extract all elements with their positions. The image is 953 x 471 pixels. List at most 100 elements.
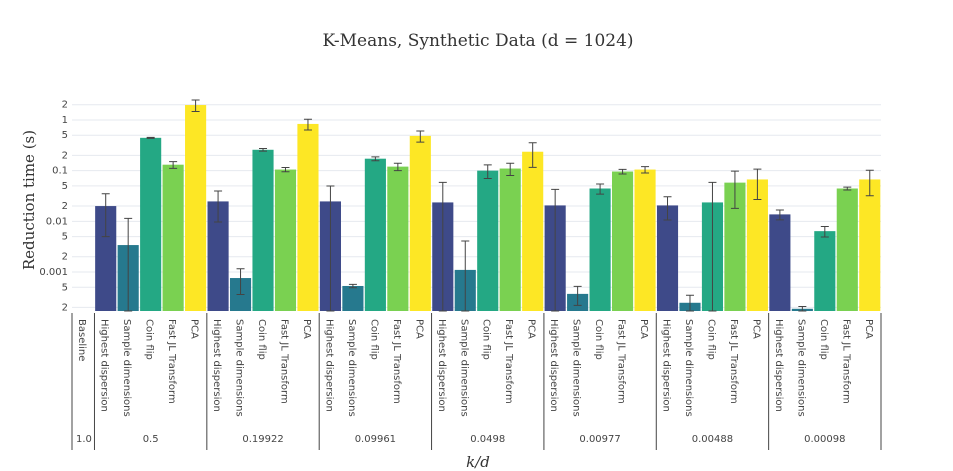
error-bar <box>685 294 694 312</box>
bar <box>364 158 386 311</box>
x-tick-label: Coin flip <box>705 319 716 360</box>
y-tick-label: 5 <box>62 282 68 293</box>
x-tick-label: Highest dispersion <box>548 319 559 412</box>
error-bar <box>393 162 402 172</box>
bar <box>297 123 319 311</box>
error-bar <box>865 169 874 197</box>
x-tick-label: Highest dispersion <box>773 319 784 412</box>
x-tick-label: Highest dispersion <box>436 319 447 412</box>
x-tick-label: Highest dispersion <box>99 319 110 412</box>
x-tick-label: PCA <box>413 319 424 339</box>
error-bar <box>573 285 582 306</box>
x-tick-label: Baseline <box>76 319 87 361</box>
y-tick-label: 0.001 <box>39 267 68 278</box>
error-bar <box>618 168 627 175</box>
x-axis-title: k/d <box>466 453 490 471</box>
x-tick-label: Fast JL Transform <box>166 319 177 404</box>
error-bar <box>798 306 807 312</box>
group-label: 1.0 <box>76 434 92 445</box>
bar <box>185 105 207 311</box>
bar <box>746 179 768 311</box>
error-bar <box>663 196 672 221</box>
x-tick-label: Coin flip <box>818 319 829 360</box>
bar <box>95 206 117 311</box>
x-tick-label: Highest dispersion <box>323 319 334 412</box>
bar <box>836 188 858 311</box>
error-bar <box>843 186 852 191</box>
error-bar <box>348 283 357 289</box>
error-bar <box>461 240 470 312</box>
y-tick-label: 5 <box>62 181 68 192</box>
y-tick-label: 1 <box>62 115 68 126</box>
error-bar <box>371 156 380 162</box>
group-label: 0.09961 <box>355 434 396 445</box>
x-tick-label: Fast JL Transform <box>616 319 627 404</box>
bar <box>612 171 634 311</box>
y-tick-label: 2 <box>62 252 68 263</box>
x-tick-label: Coin flip <box>593 319 604 360</box>
error-bar <box>438 181 447 312</box>
x-tick-label: Fast JL Transform <box>278 319 289 404</box>
x-tick-label: Highest dispersion <box>661 319 672 412</box>
chart-title: K-Means, Synthetic Data (d = 1024) <box>322 31 633 51</box>
bar <box>656 205 679 311</box>
error-bar <box>730 170 739 209</box>
bar <box>522 151 544 311</box>
y-tick-label: 0.1 <box>52 166 68 177</box>
x-tick-label: PCA <box>301 319 312 339</box>
x-tick-label: Sample dimensions <box>346 319 357 417</box>
error-bar <box>303 118 312 131</box>
bar <box>252 149 274 311</box>
group-label: 0.00488 <box>692 434 733 445</box>
bar <box>724 182 746 311</box>
error-bar <box>236 268 245 295</box>
bar <box>814 231 836 311</box>
error-bar <box>820 226 829 238</box>
error-bar <box>416 130 425 143</box>
bar <box>769 214 791 311</box>
x-tick-label: Sample dimensions <box>571 319 582 417</box>
error-bar <box>708 181 717 312</box>
group-label: 0.5 <box>143 434 159 445</box>
x-tick-label: Highest dispersion <box>211 319 222 412</box>
bar <box>387 166 409 311</box>
y-tick-label: 2 <box>62 302 68 313</box>
y-tick-label: 2 <box>62 100 68 111</box>
x-tick-label: Fast JL Transform <box>503 319 514 404</box>
x-tick-label: Coin flip <box>256 319 267 360</box>
x-tick-label: Coin flip <box>144 319 155 360</box>
group-label: 0.19922 <box>242 434 283 445</box>
error-bar <box>259 148 268 152</box>
x-tick-label: Fast JL Transform <box>391 319 402 404</box>
y-tick-label: 2 <box>62 201 68 212</box>
x-tick-label: PCA <box>750 319 761 339</box>
y-tick-label: 5 <box>62 130 68 141</box>
error-bar <box>191 99 200 112</box>
x-tick-label: PCA <box>189 319 200 339</box>
bar <box>499 168 521 311</box>
error-bar <box>101 193 110 238</box>
group-label: 0.00977 <box>579 434 620 445</box>
error-bar <box>641 166 650 174</box>
group-label: 0.0498 <box>470 434 505 445</box>
bar <box>140 137 162 311</box>
error-bar <box>124 217 133 312</box>
bar <box>207 201 229 311</box>
x-tick-label: PCA <box>526 319 537 339</box>
error-bar <box>596 183 605 195</box>
bar <box>409 135 431 311</box>
bar <box>859 179 881 311</box>
y-axis-title: Reduction time (s) <box>20 130 38 270</box>
error-bar <box>506 162 515 177</box>
error-bar <box>551 188 560 312</box>
error-bar <box>753 168 762 200</box>
x-tick-label: Sample dimensions <box>795 319 806 417</box>
error-bar <box>528 142 537 168</box>
bar <box>477 170 499 311</box>
bar <box>634 169 656 311</box>
x-tick-label: PCA <box>638 319 649 339</box>
error-bar <box>214 190 223 223</box>
x-tick-label: Sample dimensions <box>683 319 694 417</box>
error-bar <box>326 185 335 312</box>
